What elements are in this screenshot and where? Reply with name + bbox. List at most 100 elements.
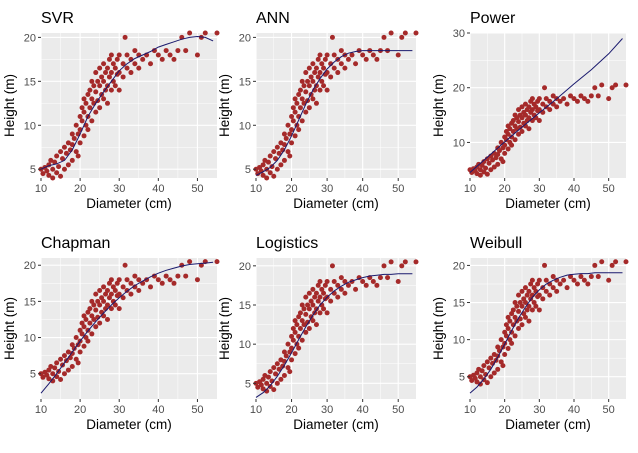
data-point (507, 126, 513, 132)
data-point (360, 279, 366, 284)
data-point (48, 363, 54, 369)
data-point (271, 173, 277, 179)
data-point (571, 277, 577, 283)
data-point (623, 259, 629, 265)
data-point (353, 286, 359, 292)
data-point (187, 30, 193, 36)
data-point (479, 162, 485, 168)
data-point (543, 288, 549, 294)
data-point (328, 74, 334, 80)
data-point (69, 131, 75, 137)
data-point (101, 284, 107, 290)
data-point (335, 282, 341, 288)
data-point (274, 144, 280, 150)
data-point (561, 277, 567, 283)
x-tick-label: 20 (499, 404, 511, 416)
y-tick-label: 20 (453, 83, 465, 95)
data-point (338, 61, 344, 67)
data-point (93, 307, 99, 313)
data-point (65, 349, 71, 355)
data-point (526, 288, 532, 294)
data-point (297, 326, 303, 331)
data-point (52, 365, 58, 371)
y-tick-label: 20 (239, 261, 251, 273)
x-tick-label: 40 (357, 404, 369, 416)
data-point (561, 96, 567, 102)
data-point (306, 306, 312, 312)
data-point (317, 294, 323, 300)
data-point (574, 281, 580, 287)
data-point (516, 326, 522, 331)
data-point (581, 277, 587, 283)
x-tick-label: 20 (74, 404, 86, 416)
data-point (214, 30, 220, 36)
y-tick-label: 5 (459, 372, 465, 384)
data-point (363, 282, 369, 288)
data-point (267, 153, 273, 159)
data-point (77, 113, 83, 119)
data-point (87, 105, 93, 111)
data-point (106, 74, 112, 80)
data-point (136, 65, 142, 71)
data-point (290, 118, 296, 124)
data-point (510, 307, 516, 313)
data-point (495, 161, 501, 167)
data-point (495, 366, 501, 372)
data-point (289, 357, 295, 363)
data-point (491, 370, 497, 376)
data-point (533, 303, 539, 309)
data-point (516, 107, 522, 113)
data-point (116, 52, 122, 58)
data-point (568, 93, 574, 99)
data-point (585, 281, 591, 287)
data-point (519, 128, 525, 134)
data-point (374, 282, 380, 288)
data-point (136, 277, 142, 283)
data-point (104, 302, 110, 308)
data-point (48, 157, 54, 163)
data-point (167, 277, 173, 283)
data-point (171, 280, 177, 286)
x-tick-label: 20 (285, 404, 297, 416)
data-point (299, 302, 305, 308)
data-point (69, 142, 75, 148)
data-point (526, 126, 532, 132)
data-point (281, 373, 287, 378)
data-point (281, 142, 287, 148)
data-point (285, 341, 291, 347)
data-point (296, 314, 302, 320)
data-point (99, 74, 105, 80)
data-point (521, 296, 527, 302)
data-point (65, 140, 71, 146)
data-point (297, 87, 303, 93)
data-point (310, 286, 316, 292)
data-point (83, 100, 89, 106)
data-point (303, 329, 309, 335)
x-tick-label: 50 (603, 404, 615, 416)
data-point (81, 343, 87, 349)
data-point (104, 100, 110, 106)
y-tick-label: 10 (24, 120, 36, 132)
data-point (547, 98, 553, 104)
data-point (606, 277, 612, 283)
data-point (61, 166, 67, 172)
data-point (496, 148, 502, 154)
data-point (313, 100, 319, 106)
data-point (388, 30, 394, 36)
data-point (120, 61, 126, 67)
data-point (533, 104, 539, 110)
data-point (73, 335, 79, 341)
data-point (274, 380, 280, 386)
data-point (114, 56, 120, 62)
data-point (505, 346, 511, 352)
data-point (488, 374, 494, 380)
data-point (296, 92, 302, 98)
data-point (104, 65, 110, 71)
data-point (329, 263, 335, 269)
y-tick-label: 5 (30, 369, 36, 381)
data-point (280, 363, 286, 369)
data-point (381, 263, 387, 269)
data-point (50, 166, 56, 172)
data-point (299, 118, 305, 124)
data-point (498, 359, 504, 365)
